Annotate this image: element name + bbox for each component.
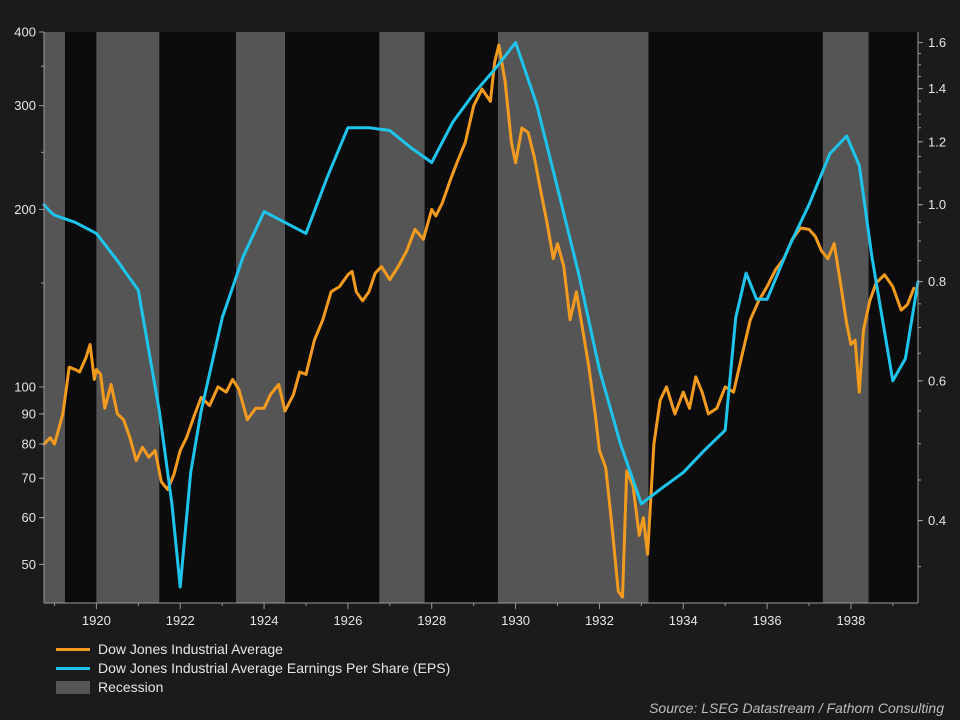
- y-left-tick-label: 70: [22, 471, 36, 486]
- legend-label-eps: Dow Jones Industrial Average Earnings Pe…: [98, 660, 451, 676]
- axes: 50 60 70 80 90 100 200 300 400 0.4 0.6 0.8 1.0 1.2 1.4…: [14, 25, 946, 629]
- x-tick-label: 1932: [585, 613, 614, 628]
- y-right-tick-label: 1.2: [928, 134, 946, 149]
- x-tick-label: 1922: [166, 613, 195, 628]
- x-tick-label: 1924: [250, 613, 279, 628]
- recession-band: [379, 32, 425, 603]
- x-tick-label: 1930: [501, 613, 530, 628]
- y-right-tick-label: 0.8: [928, 274, 946, 289]
- eps-line: [42, 41, 920, 589]
- y-right-tick-label: 1.0: [928, 197, 946, 212]
- recession-band: [96, 32, 160, 603]
- x-tick-label: 1920: [82, 613, 111, 628]
- legend-label-recession: Recession: [98, 679, 164, 695]
- y-left-tick-label: 60: [22, 510, 36, 525]
- x-tick-label: 1934: [669, 613, 698, 628]
- legend-swatch-djia: [56, 648, 90, 651]
- legend-swatch-eps: [56, 667, 90, 670]
- x-tick-label: 1928: [417, 613, 446, 628]
- legend-swatch-recession: [56, 681, 90, 694]
- plot-area: [44, 32, 918, 603]
- recession-bands: [44, 32, 869, 603]
- legend: Dow Jones Industrial Average Dow Jones I…: [56, 640, 450, 697]
- y-right-tick-label: 1.6: [928, 35, 946, 50]
- y-left-tick-label: 80: [22, 437, 36, 452]
- series-lines: [42, 41, 920, 599]
- x-tick-label: 1936: [753, 613, 782, 628]
- y-left-tick-label: 100: [14, 379, 36, 394]
- source-note: Source: LSEG Datastream / Fathom Consult…: [649, 700, 944, 716]
- y-right-tick-label: 0.6: [928, 373, 946, 388]
- y-left-tick-label: 50: [22, 557, 36, 572]
- y-left-tick-label: 400: [14, 25, 36, 40]
- y-left-tick-label: 90: [22, 406, 36, 421]
- recession-band: [235, 32, 286, 603]
- y-right-tick-label: 0.4: [928, 513, 946, 528]
- legend-item-recession: Recession: [56, 678, 450, 697]
- djia-line: [42, 43, 916, 599]
- x-tick-label: 1926: [333, 613, 362, 628]
- legend-label-djia: Dow Jones Industrial Average: [98, 641, 283, 657]
- y-left-tick-label: 300: [14, 98, 36, 113]
- legend-item-eps: Dow Jones Industrial Average Earnings Pe…: [56, 659, 450, 678]
- recession-band: [44, 32, 65, 603]
- legend-item-djia: Dow Jones Industrial Average: [56, 640, 450, 659]
- x-tick-label: 1938: [836, 613, 865, 628]
- y-right-tick-label: 1.4: [928, 81, 946, 96]
- y-left-tick-label: 200: [14, 202, 36, 217]
